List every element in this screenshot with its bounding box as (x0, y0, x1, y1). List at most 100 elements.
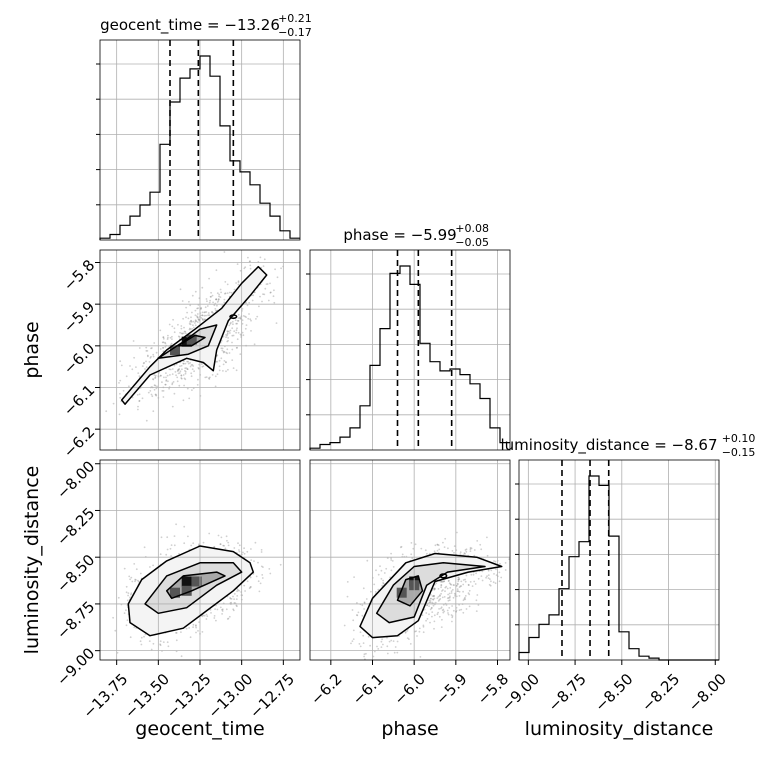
scatter-point (202, 365, 205, 368)
scatter-point (162, 347, 165, 349)
scatter-point (453, 545, 456, 547)
scatter-point (253, 560, 255, 562)
scatter-point (168, 387, 171, 390)
title-plus-luminosity_distance: +0.10 (722, 432, 756, 445)
x-tick-label-geocent_time: −13.75 (79, 670, 131, 722)
scatter-point (137, 372, 140, 374)
scatter-point (137, 408, 139, 411)
scatter-point (201, 318, 204, 321)
scatter-point (430, 607, 433, 609)
scatter-point (190, 321, 193, 323)
scatter-point (382, 579, 384, 582)
scatter-point (374, 591, 377, 593)
scatter-point (185, 316, 187, 319)
scatter-point (139, 572, 142, 575)
scatter-point (468, 605, 471, 608)
scatter-point (433, 627, 435, 630)
scatter-point (363, 655, 365, 658)
scatter-point (192, 542, 195, 545)
scatter-point (441, 590, 443, 592)
scatter-point (254, 541, 257, 544)
scatter-point (159, 643, 162, 646)
scatter-point (446, 587, 449, 590)
scatter-point (179, 365, 181, 368)
scatter-point (442, 611, 445, 614)
scatter-point (443, 546, 446, 548)
scatter-point (228, 324, 231, 327)
scatter-point (236, 346, 239, 349)
scatter-point (213, 617, 216, 619)
scatter-point (243, 552, 246, 555)
scatter-point (489, 584, 492, 587)
scatter-point (176, 380, 179, 383)
scatter-point (425, 619, 427, 622)
scatter-point (449, 583, 452, 585)
scatter-point (205, 311, 208, 313)
scatter-point (465, 574, 468, 577)
scatter-point (238, 589, 240, 592)
scatter-point (135, 568, 138, 571)
scatter-point (381, 638, 383, 641)
scatter-point (430, 606, 433, 609)
scatter-point (136, 394, 139, 396)
scatter-point (159, 640, 162, 643)
scatter-point (215, 298, 218, 301)
scatter-point (437, 595, 440, 598)
contours-phase-luminosity_distance (359, 552, 503, 639)
scatter-point (404, 631, 407, 634)
scatter-point (250, 319, 252, 322)
scatter-point (195, 626, 198, 629)
scatter-point (238, 550, 241, 553)
scatter-point (418, 630, 421, 633)
scatter-point (220, 536, 223, 539)
scatter-point (216, 373, 219, 376)
scatter-point (233, 330, 236, 333)
scatter-point (129, 636, 132, 639)
scatter-point (211, 374, 214, 376)
scatter-point (216, 304, 218, 307)
scatter-point (166, 536, 169, 539)
scatter-point (189, 327, 191, 330)
scatter-point (391, 560, 394, 562)
scatter-point (500, 576, 503, 579)
scatter-point (197, 318, 200, 321)
x-tick-label-phase: −6.2 (307, 670, 345, 708)
scatter-point (147, 355, 149, 358)
scatter-point (363, 602, 366, 604)
scatter-point (153, 388, 156, 391)
scatter-point (126, 619, 129, 622)
scatter-point (169, 336, 172, 339)
scatter-point (182, 399, 185, 402)
scatter-point (148, 640, 151, 642)
scatter-point (186, 311, 189, 314)
scatter-point (200, 317, 203, 319)
scatter-point (203, 614, 206, 617)
scatter-point (204, 306, 207, 309)
scatter-point (119, 396, 122, 399)
scatter-point (492, 581, 495, 584)
scatter-point (259, 295, 261, 298)
scatter-point (185, 367, 188, 369)
scatter-point (447, 597, 450, 599)
scatter-point (198, 367, 200, 370)
scatter-point (184, 370, 187, 373)
scatter-point (457, 576, 460, 579)
scatter-point (159, 374, 162, 377)
scatter-point (154, 393, 157, 396)
contour-outer (120, 265, 268, 405)
scatter-point (183, 326, 185, 329)
scatter-point (457, 590, 460, 593)
contour-inner (396, 575, 424, 607)
scatter-point (230, 601, 233, 604)
scatter-point (187, 360, 190, 363)
scatter-point (205, 314, 207, 317)
scatter-point (244, 590, 247, 592)
scatter-point (233, 288, 236, 291)
scatter-point (248, 587, 251, 590)
scatter-point (435, 582, 438, 585)
scatter-point (386, 652, 389, 655)
scatter-point (274, 268, 276, 271)
scatter-point (416, 635, 418, 637)
scatter-point (390, 559, 393, 561)
scatter-point (464, 595, 467, 597)
